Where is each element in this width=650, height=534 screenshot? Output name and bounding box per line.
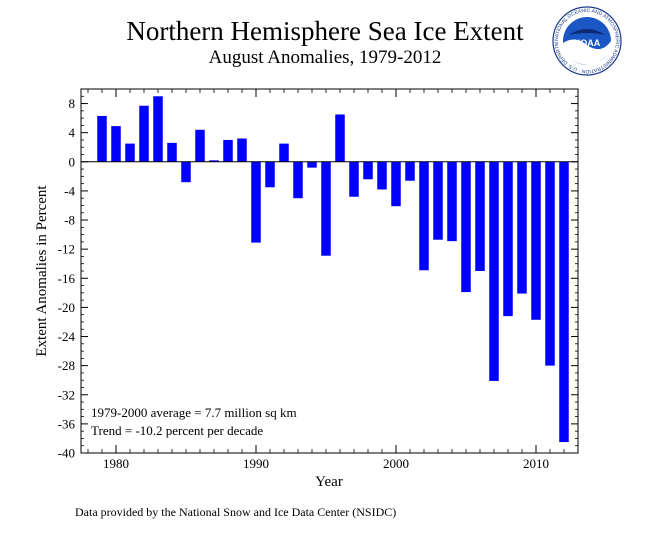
- noaa-logo: NATIONAL OCEANIC AND ATMOSPHERIC ADMINIS…: [551, 5, 622, 76]
- bar-2009: [517, 161, 527, 294]
- chart-title: Northern Hemisphere Sea Ice Extent: [126, 16, 524, 46]
- x-tick-label: 1990: [243, 456, 269, 471]
- y-tick-label: -16: [58, 271, 76, 286]
- bar-2003: [433, 161, 443, 240]
- x-tick-label: 2000: [383, 456, 409, 471]
- bar-1979: [97, 115, 107, 162]
- y-tick-label: 0: [69, 154, 76, 169]
- bar-2002: [419, 161, 429, 271]
- y-tick-label: -12: [58, 242, 75, 257]
- bar-2007: [489, 161, 499, 381]
- y-axis-title: Extent Anomalies in Percent: [34, 185, 50, 357]
- bar-1991: [265, 161, 275, 188]
- bar-1996: [335, 114, 345, 162]
- noaa-logo-text: NOAA: [574, 38, 601, 48]
- data-credit: Data provided by the National Snow and I…: [75, 505, 397, 519]
- bar-1993: [293, 161, 303, 199]
- x-tick-label: 2010: [523, 456, 549, 471]
- bar-1994: [307, 161, 317, 168]
- bar-2001: [405, 161, 415, 181]
- bar-1995: [321, 161, 331, 256]
- bar-1990: [251, 161, 261, 243]
- bar-2011: [545, 161, 555, 366]
- bar-1981: [125, 143, 135, 162]
- bar-2008: [503, 161, 513, 317]
- bar-2005: [461, 161, 471, 293]
- y-tick-label: -32: [58, 387, 75, 402]
- y-tick-label: -36: [58, 416, 76, 431]
- x-axis-title: Year: [315, 474, 343, 490]
- bar-2012: [559, 161, 569, 443]
- x-tick-label: 1980: [103, 456, 129, 471]
- bar-1982: [139, 105, 149, 162]
- bar-1999: [377, 161, 387, 190]
- bar-2006: [475, 161, 485, 271]
- bar-1998: [363, 161, 373, 180]
- trend-annotation: Trend = -10.2 percent per decade: [91, 423, 263, 438]
- bar-1983: [153, 96, 163, 162]
- bar-2010: [531, 161, 541, 320]
- bar-1987: [209, 160, 219, 162]
- bar-1989: [237, 138, 247, 162]
- bar-2004: [447, 161, 457, 242]
- bar-1984: [167, 142, 177, 162]
- y-tick-label: -28: [58, 358, 75, 373]
- bar-1986: [195, 129, 205, 162]
- y-tick-label: 8: [69, 96, 76, 111]
- bar-1988: [223, 139, 233, 162]
- bar-1985: [181, 161, 191, 183]
- y-tick-label: -8: [64, 213, 75, 228]
- average-annotation: 1979-2000 average = 7.7 million sq km: [91, 405, 297, 420]
- y-tick-label: 4: [69, 125, 76, 140]
- bar-1980: [111, 126, 121, 162]
- chart-subtitle: August Anomalies, 1979-2012: [208, 47, 442, 68]
- y-tick-label: -40: [58, 446, 75, 461]
- bar-1997: [349, 161, 359, 197]
- bar-1992: [279, 143, 289, 162]
- y-tick-label: -4: [64, 183, 75, 198]
- bar-2000: [391, 161, 401, 207]
- y-tick-label: -24: [58, 329, 76, 344]
- y-tick-label: -20: [58, 300, 75, 315]
